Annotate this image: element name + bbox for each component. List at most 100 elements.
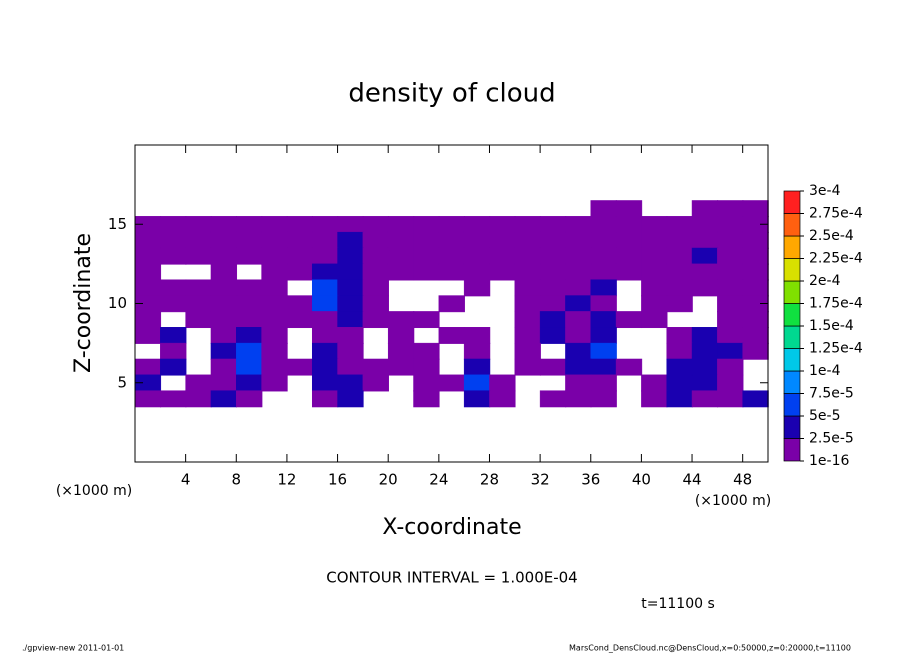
field-cell: [565, 279, 592, 297]
field-cell: [236, 327, 263, 344]
field-cell: [717, 247, 744, 265]
colorbar-label: 2.5e-4: [809, 228, 854, 244]
field-cell: [539, 390, 567, 408]
x-tick-label: 4: [181, 471, 191, 489]
field-cell: [387, 358, 415, 376]
field-cell: [590, 295, 617, 313]
field-cell: [362, 311, 389, 329]
field-cell: [514, 279, 541, 297]
field-cell: [742, 327, 769, 344]
field-cell: [590, 200, 617, 218]
colorbar-swatch: [783, 303, 801, 327]
field-cell: [210, 327, 238, 344]
field-cell: [413, 247, 440, 265]
field-cell: [666, 279, 693, 297]
field-cell: [666, 231, 693, 249]
field-cell: [210, 390, 238, 408]
field-cell: [691, 342, 719, 360]
field-cell: [742, 311, 769, 329]
field-cell: [236, 342, 263, 360]
field-cell: [717, 231, 744, 249]
y-axis-label: Z-coordinate: [71, 233, 96, 373]
field-cell: [742, 390, 769, 408]
field-cell: [641, 247, 668, 265]
field: [134, 200, 769, 408]
colorbar-label: 7.5e-5: [809, 386, 854, 402]
field-cell: [261, 358, 288, 376]
field-cell: [438, 263, 465, 281]
field-cell: [236, 374, 263, 392]
field-cell: [185, 216, 212, 233]
field-cell: [489, 247, 516, 265]
colorbar-label: 5e-5: [809, 408, 840, 424]
colorbar-swatch: [783, 235, 801, 259]
field-cell: [489, 231, 516, 249]
field-cell: [539, 216, 567, 233]
field-cell: [489, 216, 516, 233]
colorbar-label: 1e-16: [809, 453, 849, 469]
field-cell: [236, 216, 263, 233]
field-cell: [362, 231, 389, 249]
field-cell: [463, 231, 491, 249]
x-tick-label: 44: [682, 471, 701, 489]
field-cell: [362, 247, 389, 265]
axes: 4 8 12 16 20 24 28 32 36 40 44 48510151e-162.5e-55e…: [108, 144, 863, 489]
field-cell: [565, 216, 592, 233]
colorbar-label: 2e-4: [809, 273, 841, 289]
field-cell: [311, 374, 339, 392]
field-cell: [337, 231, 364, 249]
field-cell: [387, 342, 415, 360]
field-cell: [160, 358, 187, 376]
field-cell: [311, 358, 339, 376]
x-tick-label: 32: [531, 471, 550, 489]
field-cell: [160, 327, 187, 344]
field-cell: [666, 247, 693, 265]
field-cell: [337, 374, 364, 392]
field-cell: [565, 295, 592, 313]
x-axis-label: X-coordinate: [382, 515, 521, 540]
field-cell: [286, 263, 313, 281]
colorbar-swatch: [783, 370, 801, 394]
field-cell: [463, 216, 491, 233]
field-cell: [641, 216, 668, 233]
field-cell: [185, 279, 212, 297]
field-cell: [413, 358, 440, 376]
field-cell: [160, 247, 187, 265]
field-cell: [185, 231, 212, 249]
field-cell: [337, 358, 364, 376]
field-cell: [666, 390, 693, 408]
field-cell: [641, 279, 668, 297]
field-cell: [438, 374, 465, 392]
field-cell: [210, 279, 238, 297]
field-cell: [717, 279, 744, 297]
field-cell: [337, 342, 364, 360]
field-cell: [311, 279, 339, 297]
field-cell: [590, 327, 617, 344]
field-cell: [691, 247, 719, 265]
field-cell: [666, 295, 693, 313]
field-cell: [717, 263, 744, 281]
field-cell: [337, 263, 364, 281]
field-cell: [362, 216, 389, 233]
field-cell: [641, 231, 668, 249]
field-cell: [261, 247, 288, 265]
field-cell: [590, 231, 617, 249]
field-cell: [438, 216, 465, 233]
colorbar-swatch: [783, 348, 801, 372]
field-cell: [337, 327, 364, 344]
field-cell: [615, 200, 643, 218]
field-cell: [717, 200, 744, 218]
field-cell: [413, 311, 440, 329]
field-cell: [438, 247, 465, 265]
field-cell: [615, 247, 643, 265]
field-cell: [565, 327, 592, 344]
field-cell: [311, 311, 339, 329]
field-cell: [387, 327, 415, 344]
field-cell: [286, 247, 313, 265]
colorbar-label: 1.75e-4: [809, 296, 863, 312]
field-cell: [413, 216, 440, 233]
field-cell: [565, 358, 592, 376]
field-cell: [311, 263, 339, 281]
field-cell: [514, 247, 541, 265]
